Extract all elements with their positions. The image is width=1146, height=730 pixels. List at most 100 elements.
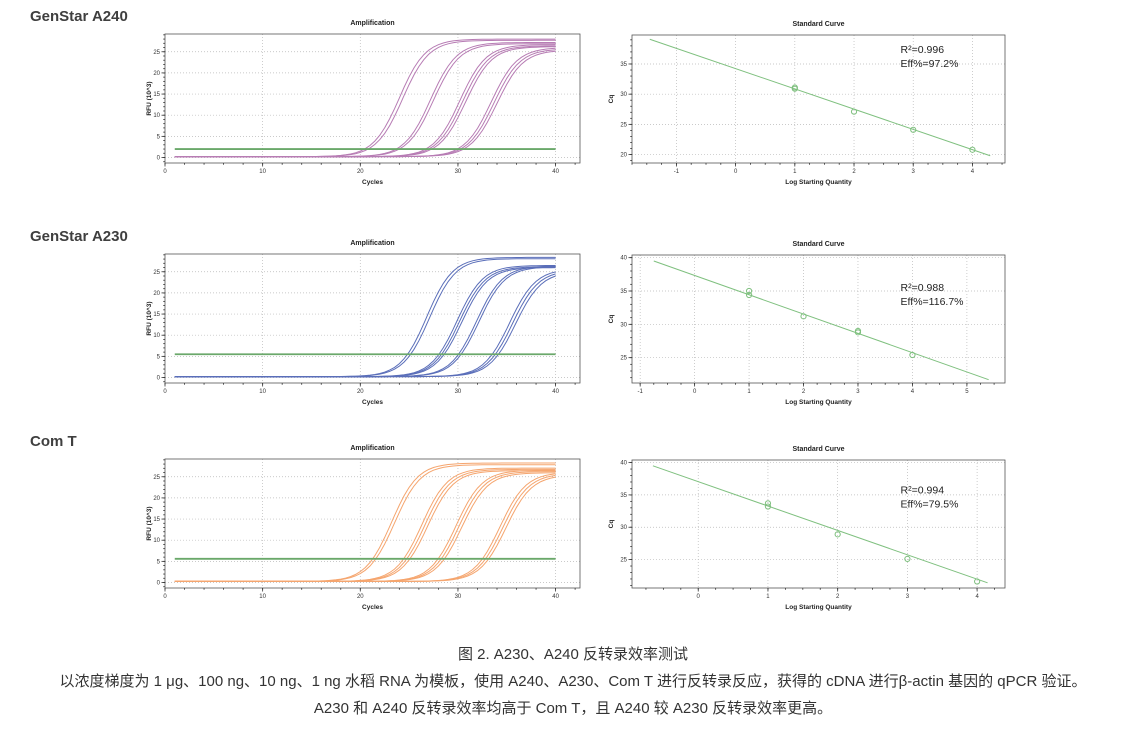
svg-text:40: 40 (552, 389, 559, 395)
svg-text:40: 40 (620, 461, 627, 467)
svg-text:35: 35 (620, 289, 627, 295)
svg-text:5: 5 (157, 559, 161, 565)
svg-text:30: 30 (455, 169, 462, 175)
svg-text:Amplification: Amplification (350, 20, 394, 27)
svg-text:25: 25 (620, 122, 627, 128)
svg-text:3: 3 (906, 594, 910, 600)
row-label-com-t: Com T (30, 433, 77, 450)
svg-text:0: 0 (157, 376, 161, 382)
svg-text:3: 3 (912, 169, 916, 175)
svg-text:Log Starting Quantity: Log Starting Quantity (785, 179, 852, 186)
svg-text:35: 35 (620, 493, 627, 499)
svg-text:1: 1 (766, 594, 770, 600)
svg-text:Cq: Cq (608, 95, 615, 104)
svg-text:40: 40 (552, 169, 559, 175)
svg-text:40: 40 (620, 256, 627, 262)
svg-text:20: 20 (620, 153, 627, 159)
svg-text:30: 30 (620, 322, 627, 328)
svg-text:Eff%=97.2%: Eff%=97.2% (901, 58, 959, 70)
figure-caption-conclusion: A230 和 A240 反转录效率均高于 Com T，且 A240 较 A230… (313, 700, 833, 717)
svg-text:25: 25 (153, 270, 160, 276)
svg-text:R²=0.994: R²=0.994 (901, 484, 945, 496)
svg-text:20: 20 (357, 594, 364, 600)
svg-text:Standard Curve: Standard Curve (792, 446, 844, 453)
svg-text:Eff%=116.7%: Eff%=116.7% (901, 296, 964, 308)
svg-text:0: 0 (163, 169, 167, 175)
svg-text:Amplification: Amplification (350, 240, 394, 247)
svg-text:2: 2 (802, 389, 806, 395)
svg-text:10: 10 (153, 113, 160, 119)
svg-text:0: 0 (157, 156, 161, 162)
svg-text:15: 15 (153, 312, 160, 318)
svg-text:30: 30 (620, 525, 627, 531)
svg-text:5: 5 (157, 134, 161, 140)
svg-text:0: 0 (697, 594, 701, 600)
svg-text:25: 25 (620, 558, 627, 564)
svg-text:4: 4 (971, 169, 975, 175)
svg-text:0: 0 (163, 594, 167, 600)
svg-text:20: 20 (153, 291, 160, 297)
svg-text:Cycles: Cycles (362, 604, 383, 611)
svg-text:5: 5 (965, 389, 969, 395)
svg-text:Cycles: Cycles (362, 399, 383, 406)
svg-text:Amplification: Amplification (350, 445, 394, 452)
svg-text:Cq: Cq (608, 315, 615, 324)
amplification-chart-com-t: Amplification 0 10 20 30 40 0 5 10 15 20 25 Cycles RF… (145, 445, 581, 611)
svg-text:20: 20 (153, 496, 160, 502)
svg-text:2: 2 (836, 594, 840, 600)
svg-text:40: 40 (552, 594, 559, 600)
svg-text:-1: -1 (674, 169, 680, 175)
svg-text:4: 4 (911, 389, 915, 395)
standard-curve-chart-com-t: Standard Curve 0 1 2 3 4 25 30 35 40 Log Starting … (608, 446, 1006, 611)
standard-curve-chart-genstar-a240: Standard Curve -1 0 1 2 3 4 20 25 30 35 Log Startin… (608, 21, 1006, 186)
amplification-chart-genstar-a230: Amplification 0 10 20 30 40 0 5 10 15 20 25 Cycles RF… (145, 240, 581, 406)
svg-text:10: 10 (259, 169, 266, 175)
svg-text:Eff%=79.5%: Eff%=79.5% (901, 498, 959, 510)
svg-text:3: 3 (856, 389, 860, 395)
svg-text:1: 1 (793, 169, 797, 175)
svg-text:15: 15 (153, 92, 160, 98)
svg-text:15: 15 (153, 517, 160, 523)
svg-text:25: 25 (153, 475, 160, 481)
svg-text:R²=0.988: R²=0.988 (901, 282, 945, 294)
figure-caption: 图 2. A230、A240 反转录效率测试 以浓度梯度为 1 μg、100 n… (0, 641, 1146, 722)
svg-text:20: 20 (357, 389, 364, 395)
svg-text:30: 30 (455, 389, 462, 395)
svg-text:R²=0.996: R²=0.996 (901, 44, 945, 56)
standard-curve-chart-genstar-a230: Standard Curve -1 0 1 2 3 4 5 25 30 35 40 Log Starti… (608, 241, 1006, 406)
svg-text:Cycles: Cycles (362, 179, 383, 186)
svg-text:4: 4 (975, 594, 979, 600)
svg-text:1: 1 (747, 389, 751, 395)
figure-caption-description: 以浓度梯度为 1 μg、100 ng、10 ng、1 ng 水稻 RNA 为模板… (59, 673, 1087, 690)
svg-text:5: 5 (157, 354, 161, 360)
row-label-genstar-a240: GenStar A240 (30, 8, 128, 25)
svg-text:30: 30 (455, 594, 462, 600)
svg-text:0: 0 (157, 581, 161, 587)
svg-text:Standard Curve: Standard Curve (792, 21, 844, 28)
svg-text:30: 30 (620, 92, 627, 98)
svg-text:35: 35 (620, 62, 627, 68)
svg-text:0: 0 (163, 389, 167, 395)
svg-text:RFU (10^3): RFU (10^3) (145, 81, 153, 115)
figure-caption-title: 图 2. A230、A240 反转录效率测试 (457, 646, 689, 663)
svg-text:Cq: Cq (608, 520, 615, 529)
svg-text:RFU (10^3): RFU (10^3) (145, 301, 153, 335)
svg-text:10: 10 (259, 594, 266, 600)
svg-text:2: 2 (852, 169, 856, 175)
amplification-chart-genstar-a240: Amplification 0 10 20 30 40 0 5 10 15 20 25 Cycles RF… (145, 20, 581, 186)
svg-text:10: 10 (259, 389, 266, 395)
svg-text:10: 10 (153, 538, 160, 544)
svg-text:Log Starting Quantity: Log Starting Quantity (785, 604, 852, 611)
svg-text:25: 25 (620, 356, 627, 362)
svg-text:20: 20 (153, 71, 160, 77)
svg-text:0: 0 (693, 389, 697, 395)
svg-text:Standard Curve: Standard Curve (792, 241, 844, 248)
svg-text:20: 20 (357, 169, 364, 175)
svg-text:25: 25 (153, 50, 160, 56)
svg-text:RFU (10^3): RFU (10^3) (145, 506, 153, 540)
row-label-genstar-a230: GenStar A230 (30, 228, 128, 245)
svg-text:10: 10 (153, 333, 160, 339)
svg-text:0: 0 (734, 169, 738, 175)
svg-text:-1: -1 (637, 389, 643, 395)
